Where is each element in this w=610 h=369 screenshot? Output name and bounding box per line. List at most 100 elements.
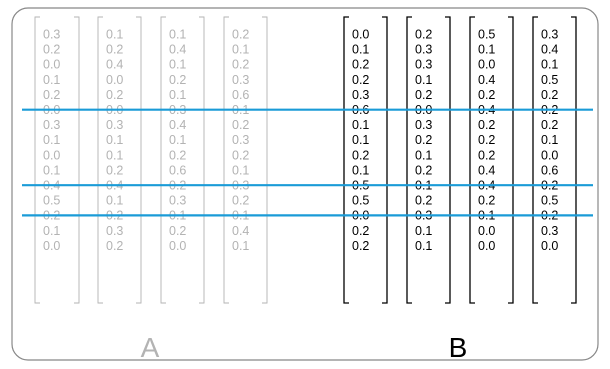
- matrix-a-cell: 0.0: [43, 148, 60, 162]
- matrix-b-cell: 0.2: [415, 163, 432, 177]
- matrix-a-cell: 0.2: [232, 28, 249, 42]
- matrix-a-cell: 0.1: [106, 194, 123, 208]
- matrix-a-cell: 0.1: [43, 163, 60, 177]
- matrix-a-cell: 0.2: [169, 148, 186, 162]
- matrix-b-cell: 0.1: [541, 58, 558, 72]
- matrix-a-cell: 0.1: [232, 163, 249, 177]
- matrix-a-cell: 0.6: [232, 88, 249, 102]
- left-bracket: [469, 16, 475, 304]
- diagram-frame: [11, 7, 599, 361]
- matrix-b-cell: 0.3: [415, 43, 432, 57]
- matrix-a-cell: 0.1: [43, 73, 60, 87]
- matrix-b-column: 0.20.30.30.10.20.00.30.20.10.20.10.20.30…: [406, 16, 451, 304]
- matrix-b-cell: 0.5: [541, 194, 558, 208]
- matrix-a-cell: 0.3: [43, 118, 60, 132]
- matrix-b-cell: 0.2: [541, 118, 558, 132]
- left-bracket: [97, 16, 103, 304]
- matrix-b-cell: 0.2: [478, 148, 495, 162]
- matrix-a-cell: 0.3: [169, 194, 186, 208]
- matrix-a-cell: 0.5: [43, 194, 60, 208]
- matrix-b-cell: 0.2: [352, 73, 369, 87]
- left-bracket: [532, 16, 538, 304]
- matrix-a-cell: 0.2: [169, 224, 186, 238]
- matrix-b-cell: 0.0: [478, 224, 495, 238]
- matrix-b-cell: 0.3: [415, 118, 432, 132]
- matrix-a-cell: 0.3: [106, 118, 123, 132]
- matrix-b-cell: 0.3: [541, 28, 558, 42]
- left-bracket: [160, 16, 166, 304]
- matrix-b-cell: 0.1: [352, 133, 369, 147]
- matrix-a-label: A: [141, 332, 160, 363]
- right-bracket: [508, 16, 514, 304]
- matrix-b-cell: 0.2: [478, 118, 495, 132]
- matrix-a-cell: 0.3: [106, 224, 123, 238]
- right-bracket: [74, 16, 80, 304]
- matrix-a-cell: 0.0: [43, 58, 60, 72]
- matrix-b-cell: 0.0: [478, 58, 495, 72]
- matrix-b-cell: 0.0: [541, 148, 558, 162]
- matrix-a-column: 0.30.20.00.10.20.00.30.10.00.10.40.50.20…: [34, 16, 80, 304]
- matrix-b-cell: 0.3: [415, 58, 432, 72]
- matrix-a-cell: 0.2: [106, 43, 123, 57]
- left-bracket: [406, 16, 412, 304]
- matrix-a-cell: 0.0: [106, 73, 123, 87]
- matrix-a-cell: 0.2: [169, 73, 186, 87]
- matrix-a-cell: 0.1: [169, 88, 186, 102]
- matrix-b-cell: 0.2: [541, 88, 558, 102]
- matrix-a-cell: 0.4: [232, 224, 249, 238]
- matrix-a-cell: 0.1: [169, 28, 186, 42]
- right-bracket: [199, 16, 205, 304]
- matrix-b-cell: 0.4: [478, 73, 495, 87]
- matrix-b-cell: 0.2: [415, 88, 432, 102]
- matrix-a-cell: 0.3: [232, 73, 249, 87]
- matrix-a-cell: 0.2: [43, 88, 60, 102]
- matrix-a-cell: 0.2: [106, 163, 123, 177]
- matrix-a-cell: 0.1: [43, 224, 60, 238]
- matrix-b-cell: 0.1: [352, 43, 369, 57]
- matrix-a-cell: 0.0: [43, 239, 60, 253]
- matrix-b-column: 0.00.10.20.20.30.60.10.10.20.10.50.50.00…: [343, 16, 388, 304]
- matrix-b-cell: 0.2: [352, 224, 369, 238]
- matrix-b-cell: 0.1: [415, 224, 432, 238]
- left-bracket: [34, 16, 40, 304]
- matrix-b-cell: 0.0: [541, 239, 558, 253]
- matrix-a-cell: 0.2: [106, 88, 123, 102]
- matrix-b-column: 0.50.10.00.40.20.40.20.20.20.40.40.20.10…: [469, 16, 514, 304]
- matrix-a-cell: 0.1: [169, 133, 186, 147]
- matrix-a-cell: 0.3: [43, 28, 60, 42]
- matrix-b-group: 0.00.10.20.20.30.60.10.10.20.10.50.50.00…: [343, 16, 577, 304]
- matrix-b-cell: 0.2: [415, 133, 432, 147]
- matrix-a-cell: 0.1: [43, 133, 60, 147]
- matrix-b-column: 0.30.40.10.50.20.20.20.10.00.60.20.50.20…: [532, 16, 577, 304]
- right-bracket: [136, 16, 142, 304]
- matrix-b-cell: 0.1: [352, 118, 369, 132]
- right-bracket: [262, 16, 268, 304]
- matrix-a-cell: 0.1: [106, 28, 123, 42]
- matrix-a-cell: 0.1: [232, 43, 249, 57]
- matrix-b-cell: 0.1: [352, 163, 369, 177]
- matrix-a-cell: 0.0: [169, 239, 186, 253]
- matrix-b-label: B: [449, 332, 468, 363]
- matrix-b-cell: 0.2: [478, 133, 495, 147]
- matrix-b-cell: 0.5: [352, 194, 369, 208]
- matrix-b-cell: 0.4: [541, 43, 558, 57]
- matrix-b-cell: 0.4: [478, 163, 495, 177]
- matrix-b-cell: 0.1: [415, 239, 432, 253]
- matrix-a-cell: 0.4: [106, 58, 123, 72]
- matrix-b-cell: 0.0: [352, 28, 369, 42]
- matrix-b-cell: 0.1: [415, 73, 432, 87]
- matrix-b-cell: 0.1: [478, 43, 495, 57]
- matrix-b-cell: 0.1: [541, 133, 558, 147]
- left-bracket: [343, 16, 349, 304]
- matrix-a-cell: 0.2: [106, 239, 123, 253]
- matrix-b-cell: 0.3: [352, 88, 369, 102]
- matrix-b-cell: 0.2: [478, 88, 495, 102]
- matrix-b-cell: 0.6: [541, 163, 558, 177]
- matrix-a-cell: 0.2: [232, 148, 249, 162]
- matrix-a-cell: 0.1: [232, 239, 249, 253]
- matrix-b-cell: 0.2: [478, 194, 495, 208]
- matrix-b-cell: 0.3: [541, 224, 558, 238]
- matrix-a-cell: 0.4: [169, 43, 186, 57]
